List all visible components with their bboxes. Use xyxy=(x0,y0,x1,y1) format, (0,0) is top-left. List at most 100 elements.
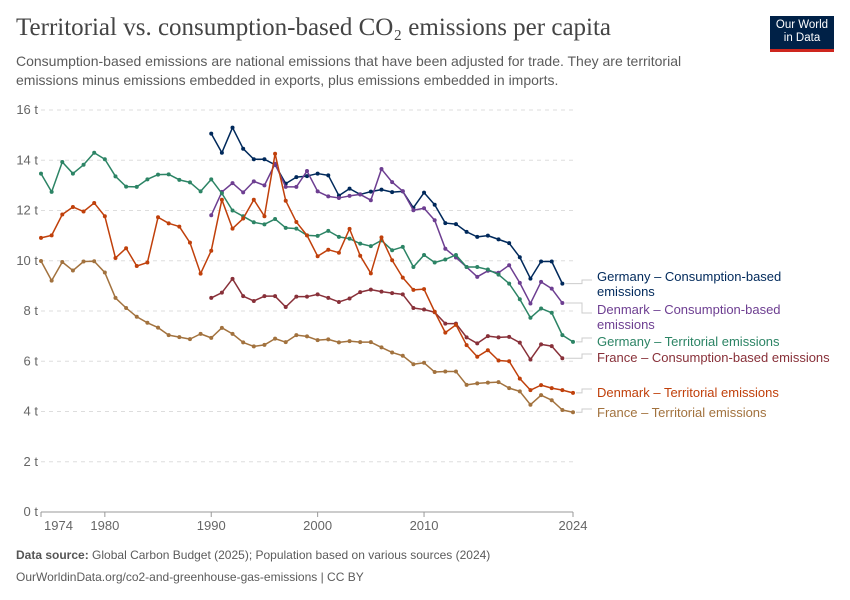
series-germany-territorial-emissions: Germany – Territorial emissions xyxy=(39,150,780,349)
data-point xyxy=(390,291,395,296)
data-point xyxy=(368,271,373,276)
data-point xyxy=(156,172,161,177)
data-point xyxy=(432,310,437,315)
data-point xyxy=(177,335,182,340)
series-line xyxy=(40,260,574,413)
data-point xyxy=(496,335,501,340)
data-point xyxy=(422,307,427,312)
data-point xyxy=(60,260,65,265)
url-license[interactable]: OurWorldinData.org/co2-and-greenhouse-ga… xyxy=(16,570,364,584)
data-point xyxy=(283,181,288,186)
data-point xyxy=(92,150,97,155)
data-point xyxy=(262,222,267,227)
x-tick-label: 2024 xyxy=(559,518,588,533)
data-point xyxy=(528,388,533,393)
data-point xyxy=(358,253,363,258)
data-point xyxy=(549,386,554,391)
data-point xyxy=(411,305,416,310)
data-point xyxy=(70,204,75,209)
data-point xyxy=(422,287,427,292)
data-point xyxy=(177,177,182,182)
data-point xyxy=(507,386,512,391)
data-point xyxy=(379,235,384,240)
y-tick-label: 0 t xyxy=(24,504,39,519)
data-point xyxy=(358,290,363,295)
data-point xyxy=(539,306,544,311)
data-point xyxy=(177,224,182,229)
data-point xyxy=(411,208,416,213)
data-point xyxy=(443,330,448,335)
data-point xyxy=(326,337,331,342)
data-point xyxy=(124,246,129,251)
data-point xyxy=(294,175,299,180)
data-point xyxy=(560,333,565,338)
data-point xyxy=(432,309,437,314)
data-point xyxy=(198,271,203,276)
data-point xyxy=(379,187,384,192)
data-point xyxy=(166,172,171,177)
data-point xyxy=(336,195,341,200)
data-point xyxy=(443,369,448,374)
data-point xyxy=(315,254,320,259)
data-point xyxy=(347,339,352,344)
data-point xyxy=(560,356,565,361)
data-point xyxy=(230,226,235,231)
y-tick-label: 14 t xyxy=(16,152,38,167)
data-point xyxy=(102,157,107,162)
data-point xyxy=(262,214,267,219)
data-point xyxy=(390,350,395,355)
data-point xyxy=(241,216,246,221)
data-point xyxy=(209,335,214,340)
data-point xyxy=(209,177,214,182)
data-point xyxy=(113,255,118,260)
data-point xyxy=(475,274,480,279)
legend-connector xyxy=(576,408,592,413)
legend-label-line2: emissions xyxy=(597,317,655,332)
data-point xyxy=(347,236,352,241)
data-point xyxy=(219,290,224,295)
data-point xyxy=(485,268,490,273)
data-point xyxy=(496,272,501,277)
y-tick-label: 6 t xyxy=(24,353,39,368)
data-point xyxy=(453,252,458,257)
data-point xyxy=(145,177,150,182)
data-point xyxy=(485,348,490,353)
data-point xyxy=(379,345,384,350)
x-tick-label: 2010 xyxy=(410,518,439,533)
data-point xyxy=(241,294,246,299)
data-point xyxy=(507,359,512,364)
data-point xyxy=(283,198,288,203)
data-point xyxy=(145,260,150,265)
data-point xyxy=(422,190,427,195)
data-point xyxy=(251,179,256,184)
data-point xyxy=(517,340,522,345)
data-point xyxy=(39,235,43,240)
data-point xyxy=(336,340,341,345)
data-point xyxy=(241,340,246,345)
data-point xyxy=(453,322,458,327)
data-point xyxy=(283,340,288,345)
data-point xyxy=(336,193,341,198)
data-point xyxy=(273,161,278,166)
data-point xyxy=(124,305,129,310)
data-point xyxy=(464,265,469,270)
data-point xyxy=(539,342,544,347)
data-point xyxy=(528,276,533,281)
data-point xyxy=(485,380,490,385)
data-point xyxy=(198,331,203,336)
owid-logo[interactable]: Our World in Data xyxy=(770,16,834,52)
y-tick-label: 16 t xyxy=(16,102,38,117)
data-point xyxy=(198,189,203,194)
legend-connector xyxy=(576,337,592,343)
data-point xyxy=(432,370,437,375)
data-point xyxy=(81,209,86,214)
data-point xyxy=(273,162,278,167)
x-tick-label: 1980 xyxy=(90,518,119,533)
data-point xyxy=(571,410,575,415)
y-tick-label: 12 t xyxy=(16,203,38,218)
data-point xyxy=(411,265,416,270)
series-line xyxy=(210,163,563,305)
y-tick-label: 8 t xyxy=(24,303,39,318)
